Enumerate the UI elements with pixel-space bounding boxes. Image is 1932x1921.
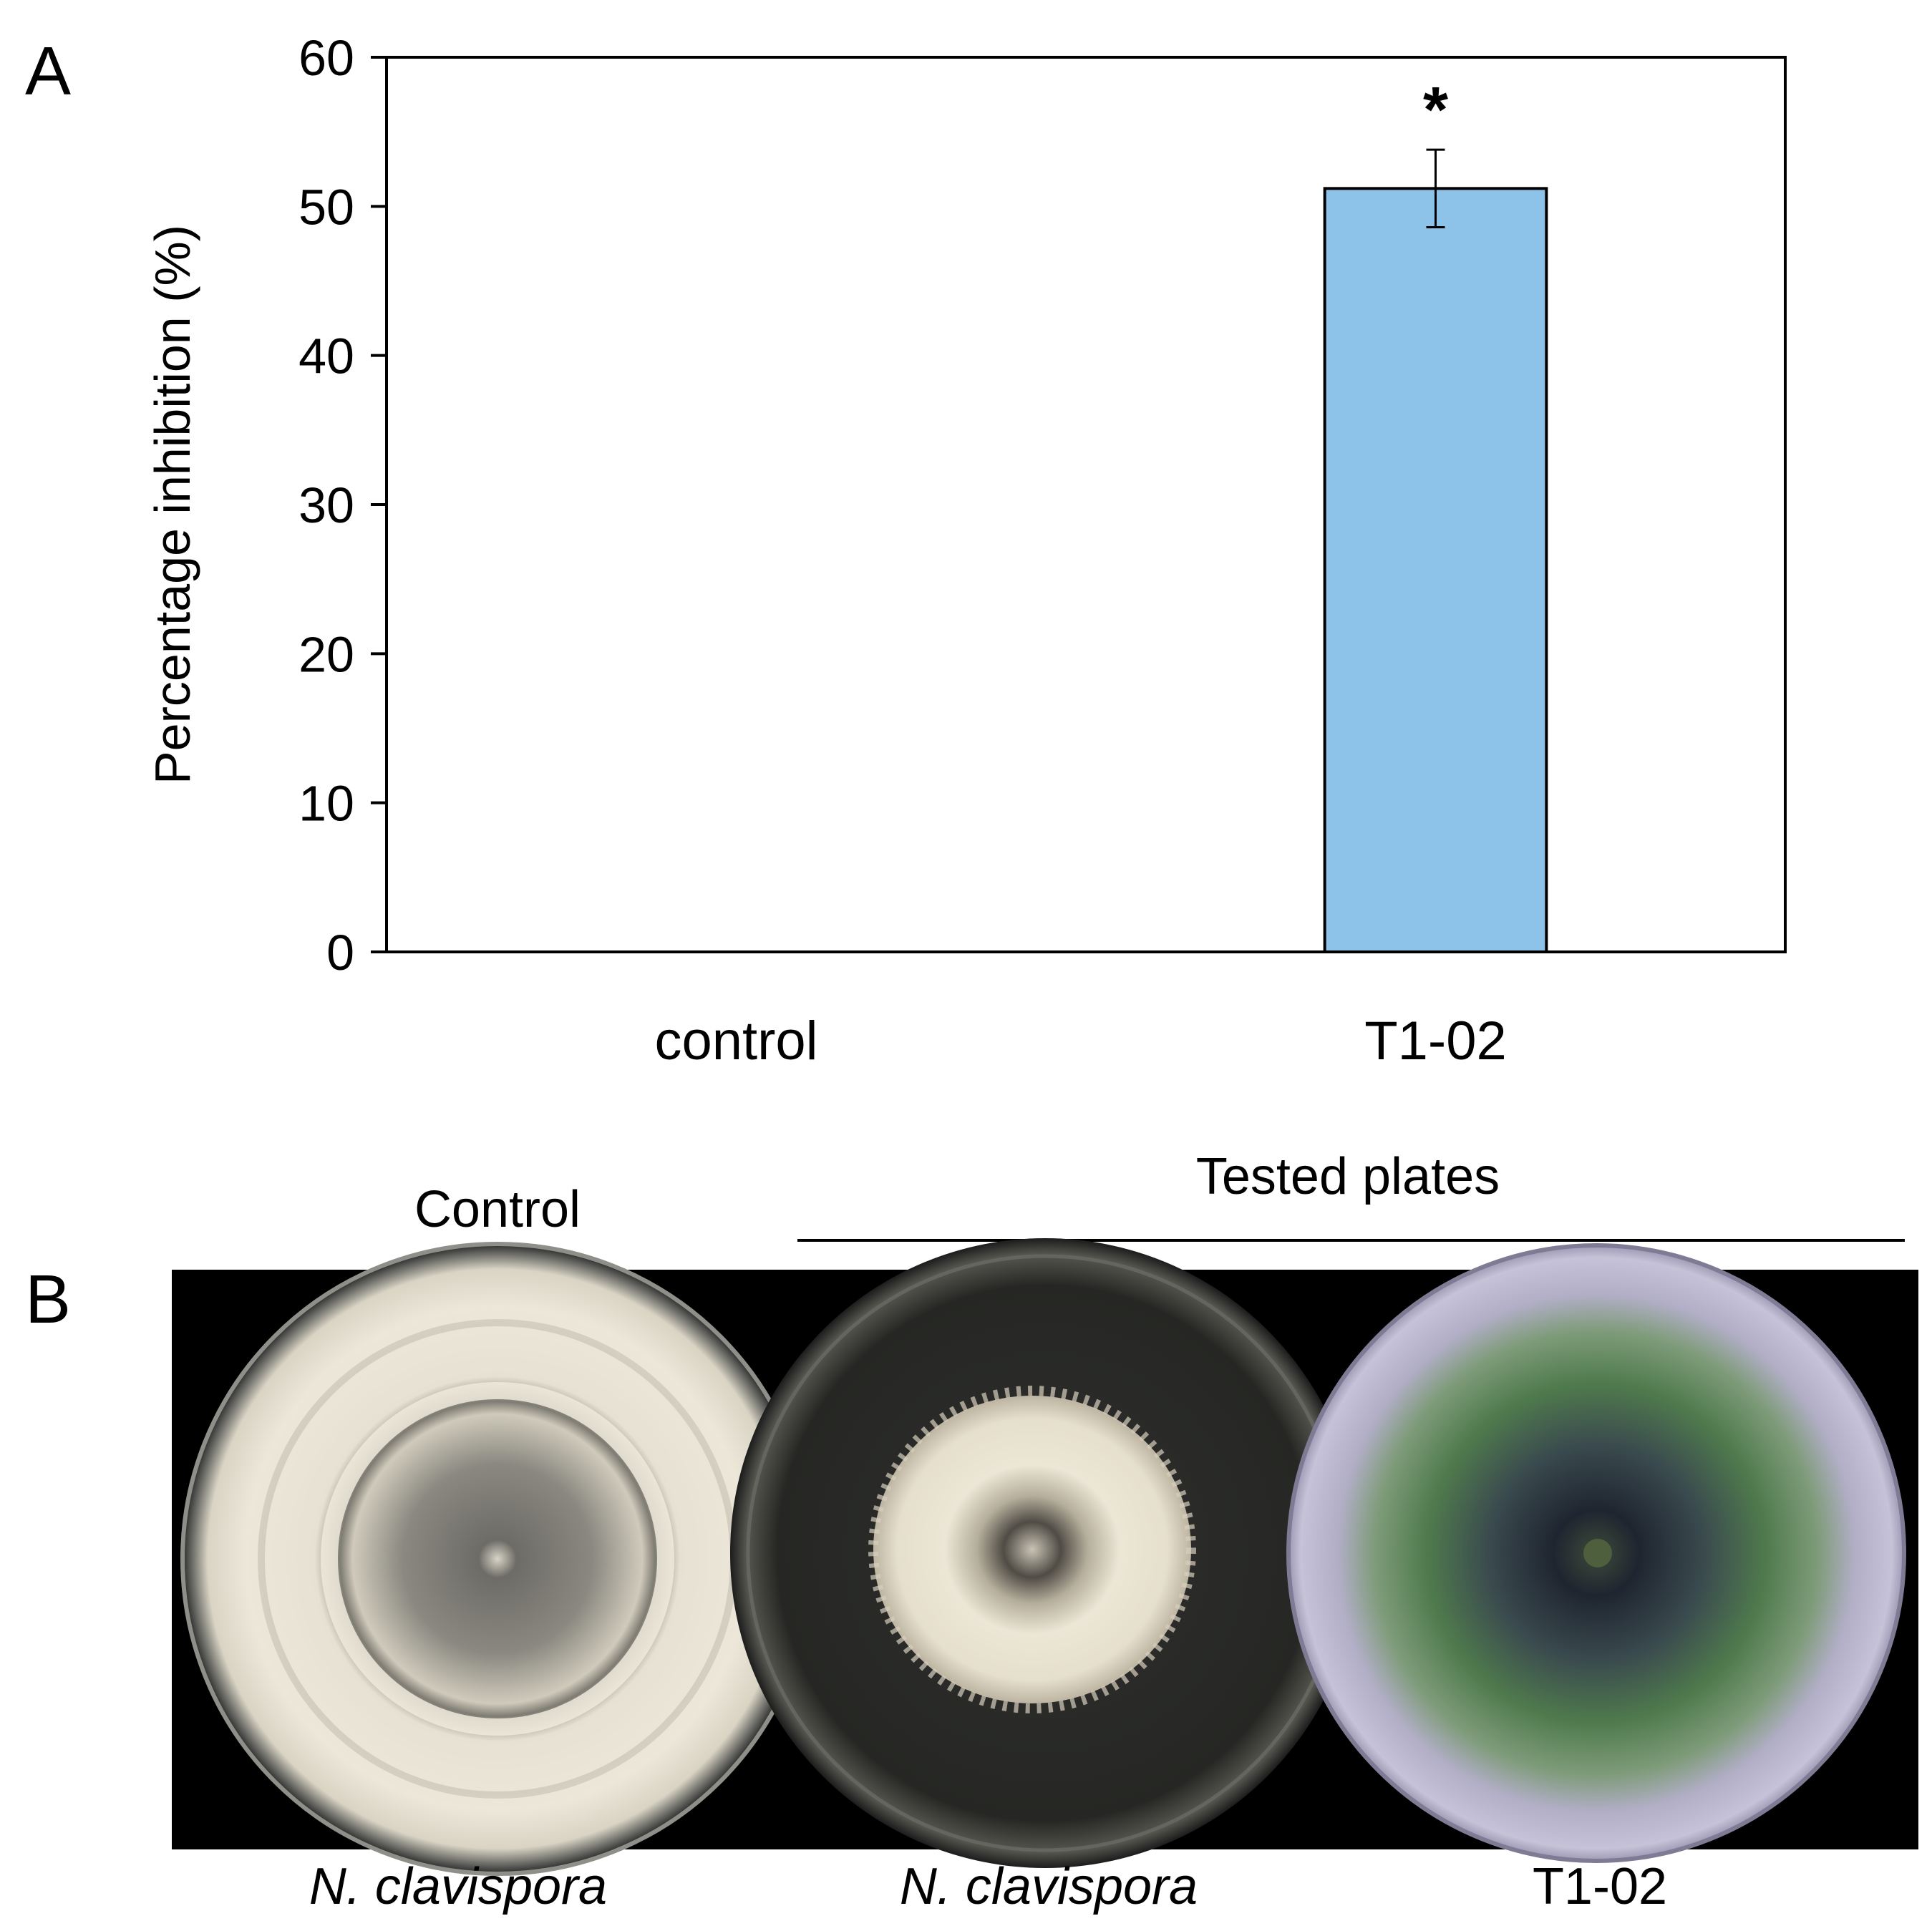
x-axis: control T1-02 xyxy=(654,1011,1506,1071)
plate-control xyxy=(180,1242,815,1876)
bar-series: * xyxy=(1323,74,1548,953)
plate-tested-t1-02 xyxy=(1286,1243,1906,1863)
control-heading: Control xyxy=(414,1181,581,1238)
plate-caption-1: N. clavispora xyxy=(309,1858,607,1915)
error-bar xyxy=(1426,148,1445,228)
y-tick-label: 40 xyxy=(298,329,354,384)
plate-tested-pathogen xyxy=(730,1238,1360,1868)
tested-plates-heading: Tested plates xyxy=(1196,1148,1500,1205)
y-tick-label: 60 xyxy=(298,30,354,86)
y-axis-label: Percentage inhibition (%) xyxy=(145,225,200,784)
y-tick-label: 10 xyxy=(298,776,354,832)
x-category-label: T1-02 xyxy=(1364,1011,1507,1071)
bar-chart: 0 10 20 30 40 50 60 * control T1-02 Percentage … xyxy=(145,30,1787,1071)
bar-t1-02 xyxy=(1323,187,1548,953)
plate-caption-2: N. clavispora xyxy=(900,1858,1198,1915)
panel-b-label: B xyxy=(25,1261,71,1338)
significance-marker: * xyxy=(1423,74,1448,146)
plot-frame xyxy=(385,56,1787,953)
x-category-label: control xyxy=(654,1011,817,1071)
y-axis: 0 10 20 30 40 50 60 xyxy=(298,30,387,981)
plate-photograph xyxy=(172,1238,1918,1876)
y-tick-label: 20 xyxy=(298,626,354,682)
y-tick-label: 0 xyxy=(326,925,354,981)
y-tick-label: 50 xyxy=(298,179,354,235)
y-tick-label: 30 xyxy=(298,477,354,533)
panel-a-label: A xyxy=(25,33,71,110)
plate-caption-3: T1-02 xyxy=(1533,1858,1667,1915)
